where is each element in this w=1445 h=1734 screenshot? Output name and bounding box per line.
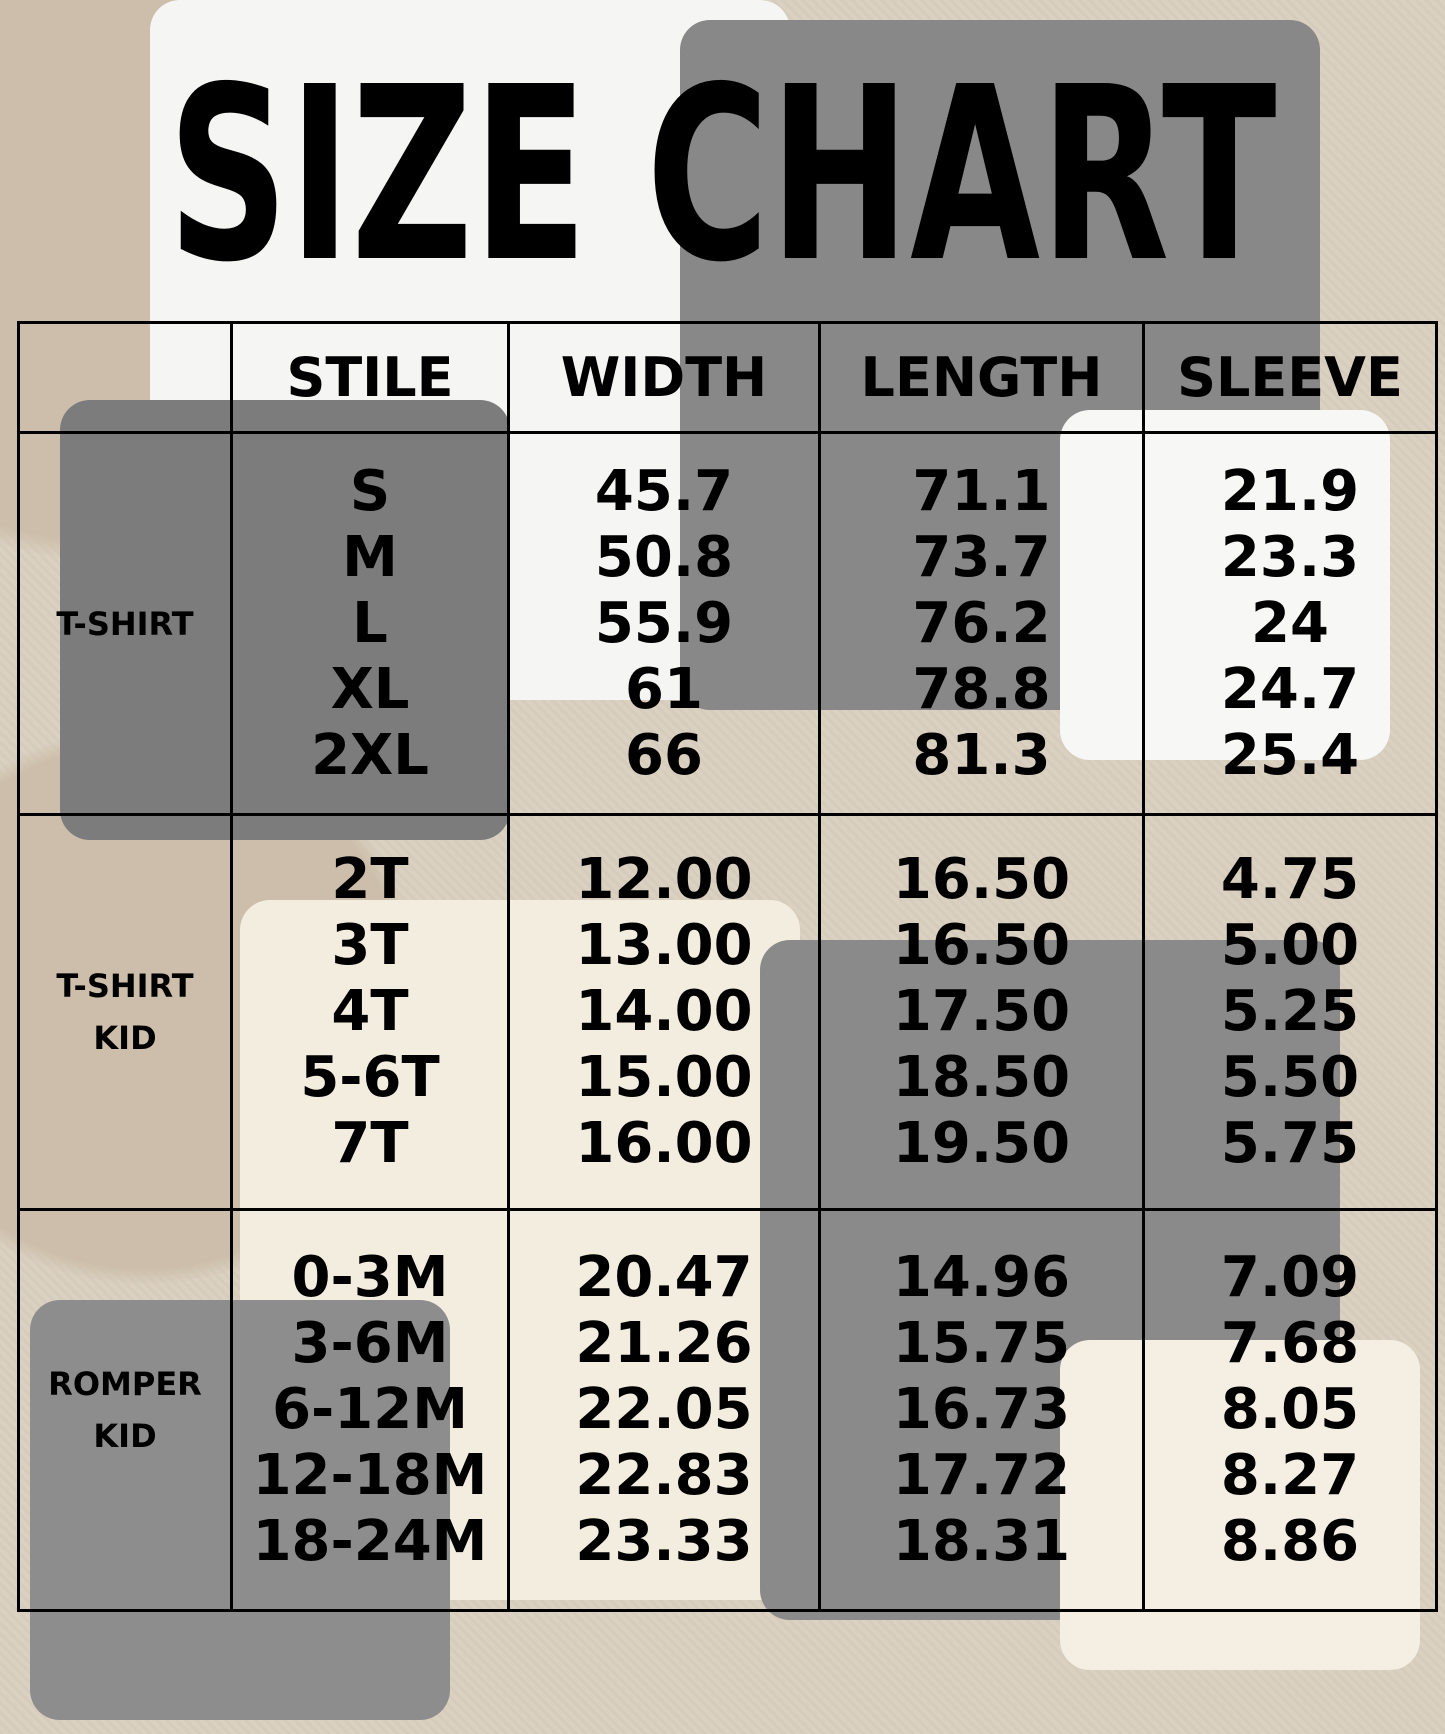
sleeve-value: 23.3 [1220, 524, 1360, 590]
width-cell: 12.00 13.00 14.00 15.00 16.00 [507, 813, 821, 1211]
sizes-value: 5-6T [300, 1045, 440, 1110]
sleeve-value: 8.05 [1220, 1377, 1360, 1442]
length-value: 18.31 [892, 1509, 1071, 1574]
width-value: 13.00 [575, 913, 753, 978]
width-value: 23.33 [575, 1509, 753, 1574]
sleeve-value: 25.4 [1220, 722, 1360, 788]
width-value: 12.00 [575, 847, 753, 912]
sizes-value: 7T [331, 1111, 409, 1176]
sizes-cell: S M L XL 2XL [230, 431, 510, 816]
sleeve-value: 8.86 [1220, 1509, 1360, 1574]
width-value: 16.00 [575, 1111, 753, 1176]
sizes-value: 0-3M [291, 1245, 449, 1310]
sizes-value: 3T [331, 913, 409, 978]
width-value: 61 [625, 656, 703, 722]
table-row: T-SHIRT KID 2T 3T 4T 5-6T 7T 12.00 13.00 14.00 15… [17, 813, 1438, 1211]
sizes-value: S [349, 458, 391, 524]
sizes-value: 3-6M [291, 1311, 449, 1376]
sizes-value: 18-24M [252, 1509, 488, 1574]
sizes-value: 6-12M [272, 1377, 468, 1442]
sizes-cell: 0-3M 3-6M 6-12M 12-18M 18-24M [230, 1208, 510, 1612]
length-value: 16.50 [892, 847, 1071, 912]
header-width: WIDTH [507, 321, 821, 434]
header-stile: STILE [230, 321, 510, 434]
sizes-cell: 2T 3T 4T 5-6T 7T [230, 813, 510, 1211]
width-value: 15.00 [575, 1045, 753, 1110]
width-value: 20.47 [575, 1245, 753, 1310]
length-cell: 14.96 15.75 16.73 17.72 18.31 [818, 1208, 1145, 1612]
width-cell: 45.7 50.8 55.9 61 66 [507, 431, 821, 816]
sleeve-value: 8.27 [1220, 1443, 1360, 1508]
sleeve-value: 4.75 [1220, 847, 1360, 912]
length-value: 71.1 [912, 458, 1051, 524]
title-container: SIZE CHART [0, 50, 1445, 300]
width-value: 21.26 [575, 1311, 753, 1376]
width-value: 55.9 [594, 590, 734, 656]
width-value: 22.05 [575, 1377, 753, 1442]
length-cell: 16.50 16.50 17.50 18.50 19.50 [818, 813, 1145, 1211]
sleeve-cell: 21.9 23.3 24 24.7 25.4 [1142, 431, 1438, 816]
length-value: 15.75 [892, 1311, 1071, 1376]
length-value: 17.72 [892, 1443, 1071, 1508]
sleeve-value: 7.09 [1220, 1245, 1360, 1310]
sizes-value: XL [330, 656, 410, 722]
width-value: 14.00 [575, 979, 753, 1044]
sleeve-value: 5.75 [1220, 1111, 1360, 1176]
sizes-value: 2T [331, 847, 409, 912]
size-table: STILE WIDTH LENGTH SLEEVE T-SHIRT S M L XL 2X… [17, 321, 1438, 1612]
length-value: 19.50 [892, 1111, 1071, 1176]
length-value: 76.2 [912, 590, 1051, 656]
width-value: 50.8 [594, 524, 734, 590]
sleeve-value: 21.9 [1220, 458, 1360, 524]
category-label: T-SHIRT [17, 431, 233, 816]
header-length: LENGTH [818, 321, 1145, 434]
header-empty [17, 321, 233, 434]
sizes-value: M [342, 524, 398, 590]
width-cell: 20.47 21.26 22.05 22.83 23.33 [507, 1208, 821, 1612]
sizes-value: 12-18M [252, 1443, 488, 1508]
sleeve-value: 24.7 [1220, 656, 1360, 722]
sleeve-cell: 7.09 7.68 8.05 8.27 8.86 [1142, 1208, 1438, 1612]
length-value: 17.50 [892, 979, 1071, 1044]
length-value: 18.50 [892, 1045, 1071, 1110]
sleeve-cell: 4.75 5.00 5.25 5.50 5.75 [1142, 813, 1438, 1211]
sleeve-value: 7.68 [1220, 1311, 1360, 1376]
width-value: 45.7 [594, 458, 734, 524]
length-value: 73.7 [912, 524, 1051, 590]
length-value: 14.96 [892, 1245, 1071, 1310]
category-label: T-SHIRT KID [17, 813, 233, 1211]
sleeve-value: 5.25 [1220, 979, 1360, 1044]
sizes-value: 4T [331, 979, 409, 1044]
length-value: 81.3 [912, 722, 1051, 788]
page-title: SIZE CHART [168, 35, 1277, 315]
width-value: 22.83 [575, 1443, 753, 1508]
length-value: 78.8 [912, 656, 1051, 722]
length-value: 16.73 [892, 1377, 1071, 1442]
sleeve-value: 5.00 [1220, 913, 1360, 978]
category-label: ROMPER KID [17, 1208, 233, 1612]
header-row: STILE WIDTH LENGTH SLEEVE [17, 321, 1438, 434]
length-value: 16.50 [892, 913, 1071, 978]
table-row: ROMPER KID 0-3M 3-6M 6-12M 12-18M 18-24M 20.47… [17, 1208, 1438, 1612]
length-cell: 71.1 73.7 76.2 78.8 81.3 [818, 431, 1145, 816]
width-value: 66 [625, 722, 703, 788]
sleeve-value: 24 [1251, 590, 1329, 656]
sizes-value: L [352, 590, 388, 656]
table-row: T-SHIRT S M L XL 2XL 45.7 50.8 55.9 61 66 71.1 73.7 7… [17, 431, 1438, 816]
header-sleeve: SLEEVE [1142, 321, 1438, 434]
sizes-value: 2XL [311, 722, 429, 788]
sleeve-value: 5.50 [1220, 1045, 1360, 1110]
